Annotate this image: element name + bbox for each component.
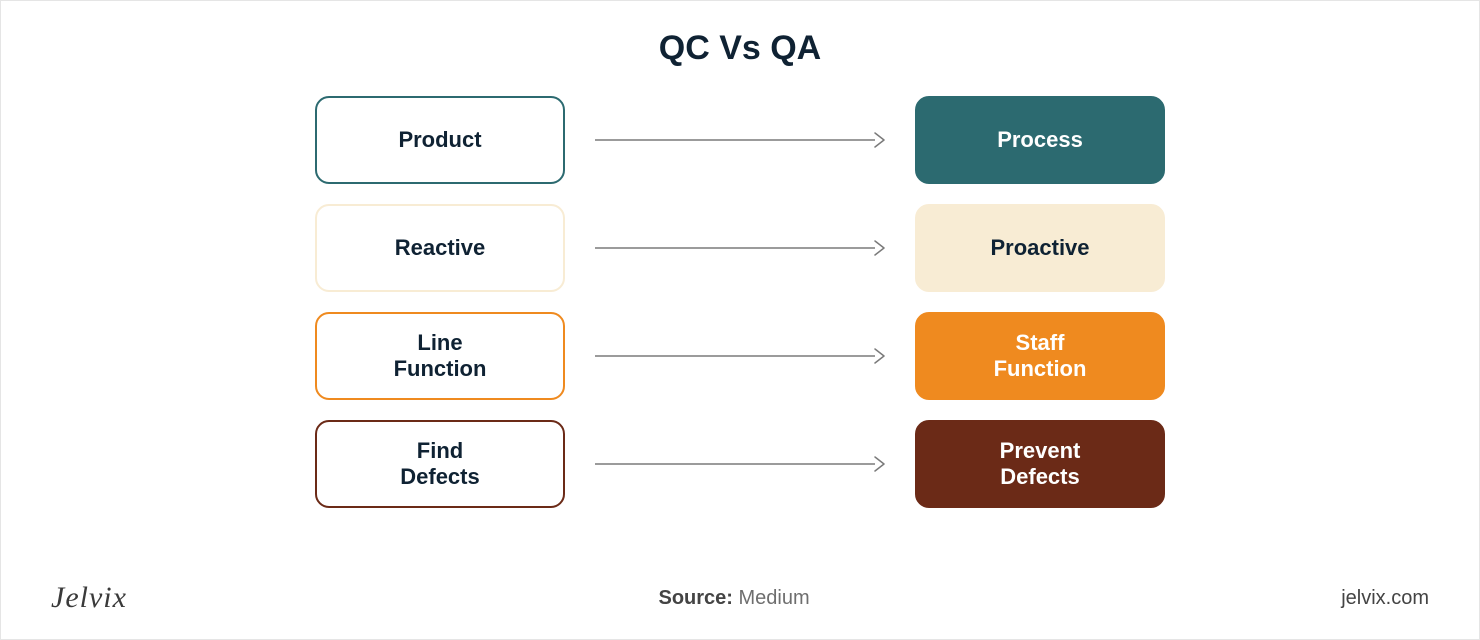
left-box: Product — [315, 96, 565, 184]
arrow-icon — [595, 238, 885, 258]
site-url: jelvix.com — [1341, 587, 1429, 610]
source-credit: Source: Medium — [127, 587, 1341, 610]
left-box: Line Function — [315, 312, 565, 400]
arrow-icon — [595, 346, 885, 366]
arrow-icon — [595, 454, 885, 474]
comparison-rows: Product Process Reactive Proactive Line Func… — [315, 96, 1165, 508]
footer: Jelvix Source: Medium jelvix.com — [1, 581, 1479, 615]
left-box: Find Defects — [315, 420, 565, 508]
right-box: Staff Function — [915, 312, 1165, 400]
right-box: Proactive — [915, 204, 1165, 292]
right-box: Process — [915, 96, 1165, 184]
logo: Jelvix — [51, 581, 127, 615]
right-box: Prevent Defects — [915, 420, 1165, 508]
comparison-row: Product Process — [315, 96, 1165, 184]
left-box: Reactive — [315, 204, 565, 292]
comparison-row: Find Defects Prevent Defects — [315, 420, 1165, 508]
comparison-row: Line Function Staff Function — [315, 312, 1165, 400]
comparison-row: Reactive Proactive — [315, 204, 1165, 292]
page-title: QC Vs QA — [659, 29, 821, 68]
arrow-icon — [595, 130, 885, 150]
